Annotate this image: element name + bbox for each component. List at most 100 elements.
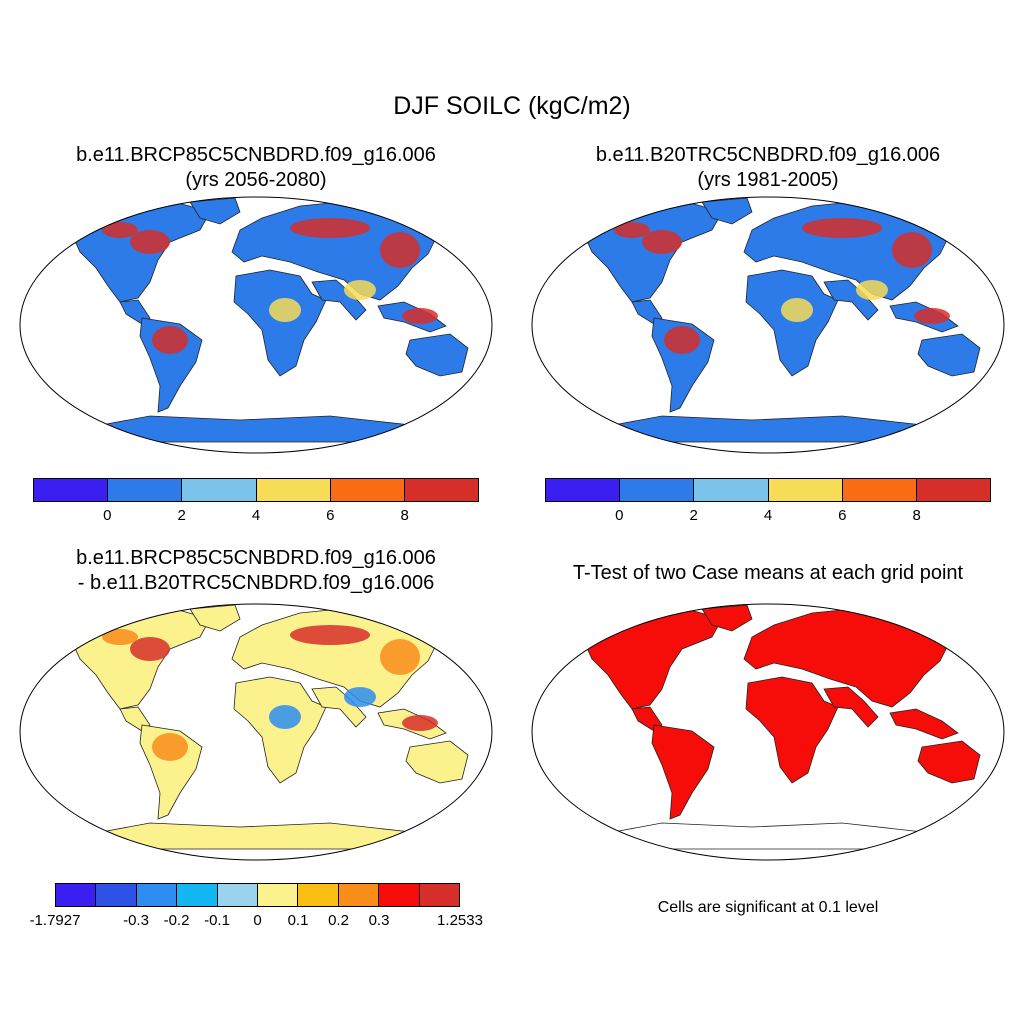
panel-3-title-line1: b.e11.BRCP85C5CNBDRD.f09_g16.006	[76, 547, 436, 569]
colorbar-tick-label: 4	[251, 507, 261, 524]
value-region	[402, 715, 438, 731]
panel-1-map	[19, 196, 493, 454]
arabia-india-landmass	[311, 279, 367, 321]
colorbar-swatch	[56, 884, 97, 906]
colorbar-tick-label: 4	[763, 507, 773, 524]
value-region	[664, 326, 700, 354]
panel-4-title-line1: T-Test of two Case means at each grid po…	[572, 562, 964, 584]
colorbar-swatch	[217, 884, 259, 906]
arabia-india-landmass	[311, 686, 367, 728]
australia-landmass	[917, 740, 981, 784]
colorbar-swatch	[108, 479, 183, 501]
value-region	[344, 687, 376, 707]
colorbar-tick-label: 2	[177, 507, 186, 524]
value-region	[402, 308, 438, 324]
eurasia-landmass	[743, 606, 953, 708]
north-america-landmass	[581, 608, 723, 710]
panel-2-title-line1: b.e11.B20TRC5CNBDRD.f09_g16.006	[595, 144, 941, 166]
value-region	[269, 705, 301, 729]
colorbar-swatch	[34, 479, 109, 501]
panel-1-title-line2: (yrs 2056-2080)	[185, 169, 327, 191]
value-region	[102, 629, 138, 645]
colorbar-swatch	[298, 884, 339, 906]
significance-note: Cells are significant at 0.1 level	[657, 899, 879, 916]
greenland-landmass	[189, 197, 241, 225]
colorbar-tick-label: -0.1	[204, 912, 230, 929]
colorbar-tick-label: -0.3	[123, 912, 149, 929]
colorbar-swatch	[256, 479, 331, 501]
colorbar-swatch	[694, 479, 769, 501]
colorbar-swatch	[177, 884, 218, 906]
colorbar-swatch	[419, 884, 460, 906]
colorbar-tick-label: 0.3	[368, 912, 390, 929]
value-region	[914, 308, 950, 324]
colorbar-swatch	[546, 479, 621, 501]
greenland-landmass	[701, 604, 753, 632]
value-region	[130, 230, 170, 254]
value-region	[152, 326, 188, 354]
africa-landmass	[745, 676, 839, 784]
value-region	[802, 218, 882, 238]
australia-landmass	[405, 333, 469, 377]
south-america-landmass	[651, 724, 715, 820]
value-region	[344, 280, 376, 300]
panel-2-title-line2: (yrs 1981-2005)	[697, 169, 839, 191]
eurasia-landmass	[231, 199, 441, 301]
colorbar-swatch	[136, 884, 178, 906]
eurasia-landmass	[231, 606, 441, 708]
africa-landmass	[745, 269, 839, 377]
colorbar-tick-label: 6	[326, 507, 335, 524]
colorbar-tick-label: 0	[253, 912, 262, 929]
colorbar-swatch	[842, 479, 917, 501]
value-region	[380, 639, 420, 675]
eurasia-landmass	[743, 199, 953, 301]
map-projection-border	[531, 196, 1005, 454]
colorbar-tick-label: 0	[103, 507, 112, 524]
colorbar-tick-label: 1.2533	[437, 912, 483, 929]
colorbar-tick-label: 8	[912, 507, 921, 524]
colorbar-tick-label: -0.2	[163, 912, 190, 929]
value-region	[642, 230, 682, 254]
colorbar-tick-label: 8	[400, 507, 409, 524]
australia-landmass	[405, 740, 469, 784]
colorbar-swatch	[916, 479, 991, 501]
colorbar-swatch	[379, 884, 420, 906]
africa-landmass	[233, 676, 327, 784]
australia-landmass	[917, 333, 981, 377]
colorbar-tick-label: -1.7927	[29, 912, 81, 929]
colorbar-swatch	[330, 479, 405, 501]
map-projection-border	[531, 603, 1005, 861]
panel-2-colorbar	[545, 478, 991, 502]
panel-4-title: T-Test of two Case means at each grid po…	[512, 561, 1024, 586]
panel-2-map	[531, 196, 1005, 454]
colorbar-tick-label: 0.1	[287, 912, 309, 929]
colorbar-swatch	[620, 479, 695, 501]
value-region	[152, 733, 188, 761]
value-region	[102, 222, 138, 238]
panel-1-title-line1: b.e11.BRCP85C5CNBDRD.f09_g16.006	[76, 144, 436, 166]
main-title: DJF SOILC (kgC/m2)	[393, 92, 631, 120]
value-region	[290, 625, 370, 645]
value-region	[269, 298, 301, 322]
value-region	[290, 218, 370, 238]
africa-landmass	[233, 269, 327, 377]
colorbar-swatch	[258, 884, 299, 906]
value-region	[856, 280, 888, 300]
panel-3-colorbar	[55, 883, 460, 907]
colorbar-tick-label: 0	[615, 507, 624, 524]
value-region	[892, 232, 932, 268]
map-projection-border	[19, 196, 493, 454]
colorbar-swatch	[96, 884, 137, 906]
colorbar-tick-label: 2	[689, 507, 698, 524]
colorbar-swatch	[404, 479, 479, 501]
panel-1-title: b.e11.BRCP85C5CNBDRD.f09_g16.006 (yrs 20…	[0, 143, 512, 193]
value-region	[130, 637, 170, 661]
panel-3-title-line2: - b.e11.B20TRC5CNBDRD.f09_g16.006	[77, 572, 435, 594]
colorbar-swatch	[768, 479, 843, 501]
panel-1-colorbar	[33, 478, 479, 502]
southeast-asia-landmass	[889, 708, 959, 740]
panel-4-map	[531, 603, 1005, 861]
colorbar-tick-label: 0.2	[328, 912, 349, 929]
arabia-india-landmass	[823, 279, 879, 321]
greenland-landmass	[189, 604, 241, 632]
